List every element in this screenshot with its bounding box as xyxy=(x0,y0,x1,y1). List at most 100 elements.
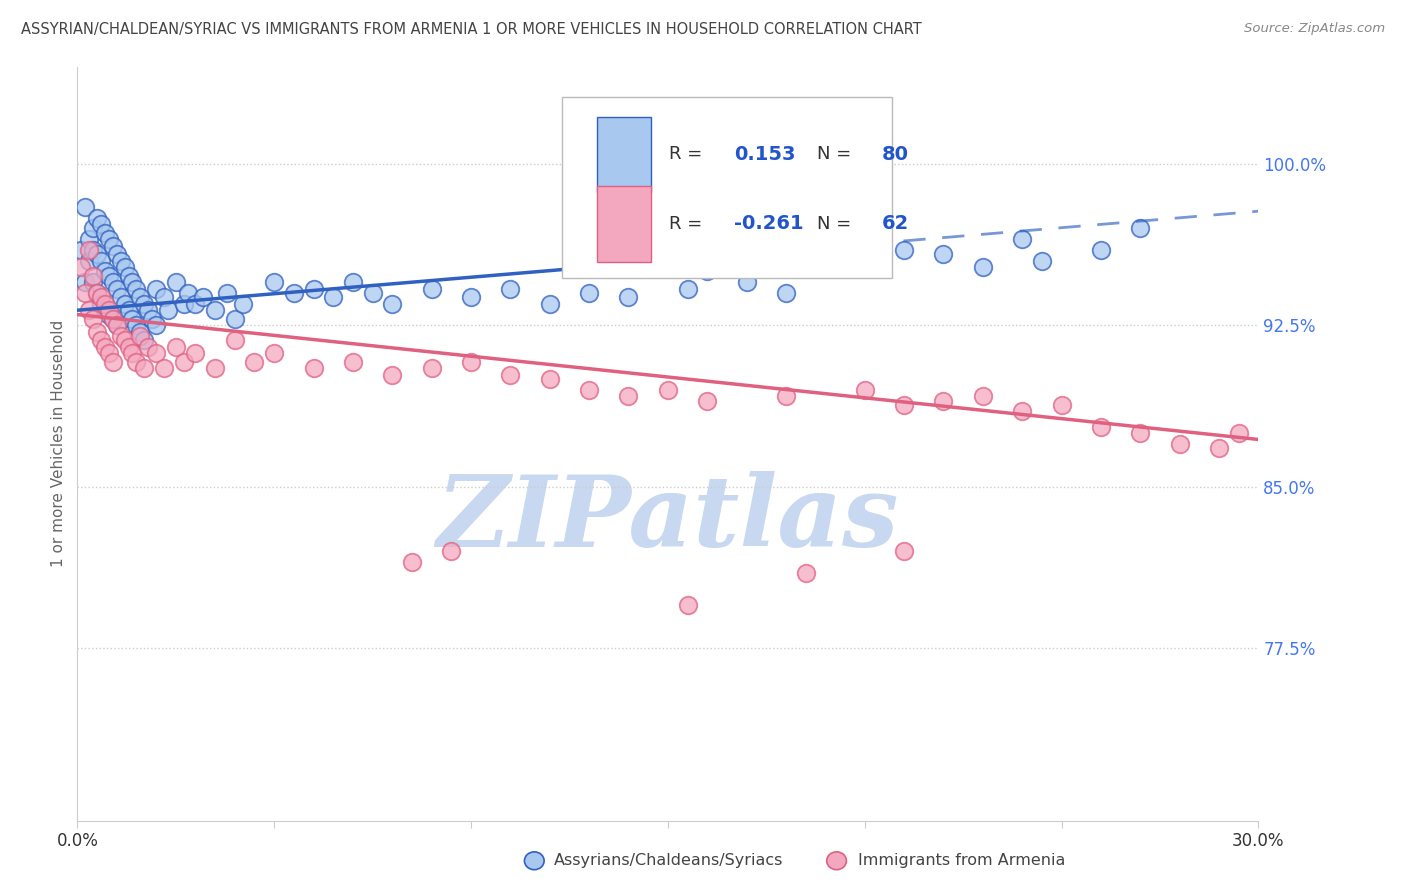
Point xyxy=(972,260,994,275)
Point xyxy=(94,226,117,240)
Text: ASSYRIAN/CHALDEAN/SYRIAC VS IMMIGRANTS FROM ARMENIA 1 OR MORE VEHICLES IN HOUSEH: ASSYRIAN/CHALDEAN/SYRIAC VS IMMIGRANTS F… xyxy=(21,22,922,37)
Point xyxy=(82,243,104,257)
Point xyxy=(342,275,364,289)
Point xyxy=(204,303,226,318)
Point xyxy=(1168,436,1191,450)
Point xyxy=(538,372,561,386)
Point xyxy=(156,303,179,318)
Point xyxy=(141,311,163,326)
Text: R =: R = xyxy=(669,215,709,233)
FancyBboxPatch shape xyxy=(598,186,651,261)
Text: Assyrians/Chaldeans/Syriacs: Assyrians/Chaldeans/Syriacs xyxy=(554,854,783,868)
Point xyxy=(243,355,266,369)
Point xyxy=(932,393,955,408)
Point xyxy=(94,303,117,318)
FancyBboxPatch shape xyxy=(598,117,651,192)
Point xyxy=(134,361,156,376)
Point xyxy=(173,297,195,311)
Point xyxy=(121,275,143,289)
Point xyxy=(499,368,522,382)
Point xyxy=(145,346,167,360)
Point xyxy=(82,275,104,289)
Point xyxy=(302,361,325,376)
Point xyxy=(86,285,108,300)
Point xyxy=(97,308,120,322)
Point xyxy=(617,389,640,403)
Point xyxy=(775,285,797,300)
Point xyxy=(75,275,97,289)
Point xyxy=(173,355,195,369)
Point xyxy=(90,290,112,304)
Point xyxy=(110,253,132,268)
Point xyxy=(302,282,325,296)
Point xyxy=(125,355,148,369)
Text: 0.153: 0.153 xyxy=(734,145,796,164)
Point xyxy=(176,285,198,300)
Point xyxy=(1090,243,1112,257)
Point xyxy=(129,290,152,304)
Point xyxy=(134,297,156,311)
Point xyxy=(70,260,93,275)
Point xyxy=(193,290,215,304)
Point xyxy=(1129,221,1152,235)
Point xyxy=(932,247,955,261)
Point xyxy=(1031,253,1053,268)
Text: 62: 62 xyxy=(882,214,908,234)
Point xyxy=(893,544,915,558)
Point xyxy=(101,311,124,326)
Point xyxy=(134,334,156,348)
Point xyxy=(538,297,561,311)
Point xyxy=(114,334,136,348)
Y-axis label: 1 or more Vehicles in Household: 1 or more Vehicles in Household xyxy=(51,320,66,567)
Point xyxy=(145,282,167,296)
Point xyxy=(86,285,108,300)
Point xyxy=(420,282,443,296)
Point xyxy=(121,311,143,326)
Point xyxy=(114,297,136,311)
Point xyxy=(224,334,246,348)
Point xyxy=(136,303,159,318)
Point xyxy=(153,290,176,304)
Point xyxy=(853,253,876,268)
Point xyxy=(381,368,404,382)
Point xyxy=(77,253,100,268)
Point xyxy=(972,389,994,403)
Point xyxy=(117,268,139,283)
Point xyxy=(153,361,176,376)
Point xyxy=(361,285,384,300)
Point xyxy=(101,238,124,252)
Point xyxy=(136,340,159,354)
Point xyxy=(105,318,128,333)
Point xyxy=(893,243,915,257)
Text: 80: 80 xyxy=(882,145,908,164)
Point xyxy=(224,311,246,326)
Point xyxy=(1050,398,1073,412)
Text: N =: N = xyxy=(817,215,856,233)
Point xyxy=(105,282,128,296)
Point xyxy=(110,329,132,343)
Point xyxy=(77,232,100,246)
Point xyxy=(440,544,463,558)
Point xyxy=(86,325,108,339)
Point xyxy=(94,297,117,311)
Point xyxy=(90,334,112,348)
Point xyxy=(1090,419,1112,434)
Point xyxy=(420,361,443,376)
Point xyxy=(97,268,120,283)
Point xyxy=(121,346,143,360)
Point xyxy=(82,268,104,283)
Point xyxy=(215,285,238,300)
Point xyxy=(184,346,207,360)
Point xyxy=(184,297,207,311)
Point xyxy=(735,275,758,289)
Point xyxy=(129,329,152,343)
Point xyxy=(1011,404,1033,418)
Point xyxy=(114,260,136,275)
Point xyxy=(460,355,482,369)
Point xyxy=(82,311,104,326)
Point xyxy=(90,217,112,231)
Point xyxy=(1208,441,1230,455)
Point xyxy=(75,285,97,300)
Point xyxy=(110,290,132,304)
Point xyxy=(90,253,112,268)
